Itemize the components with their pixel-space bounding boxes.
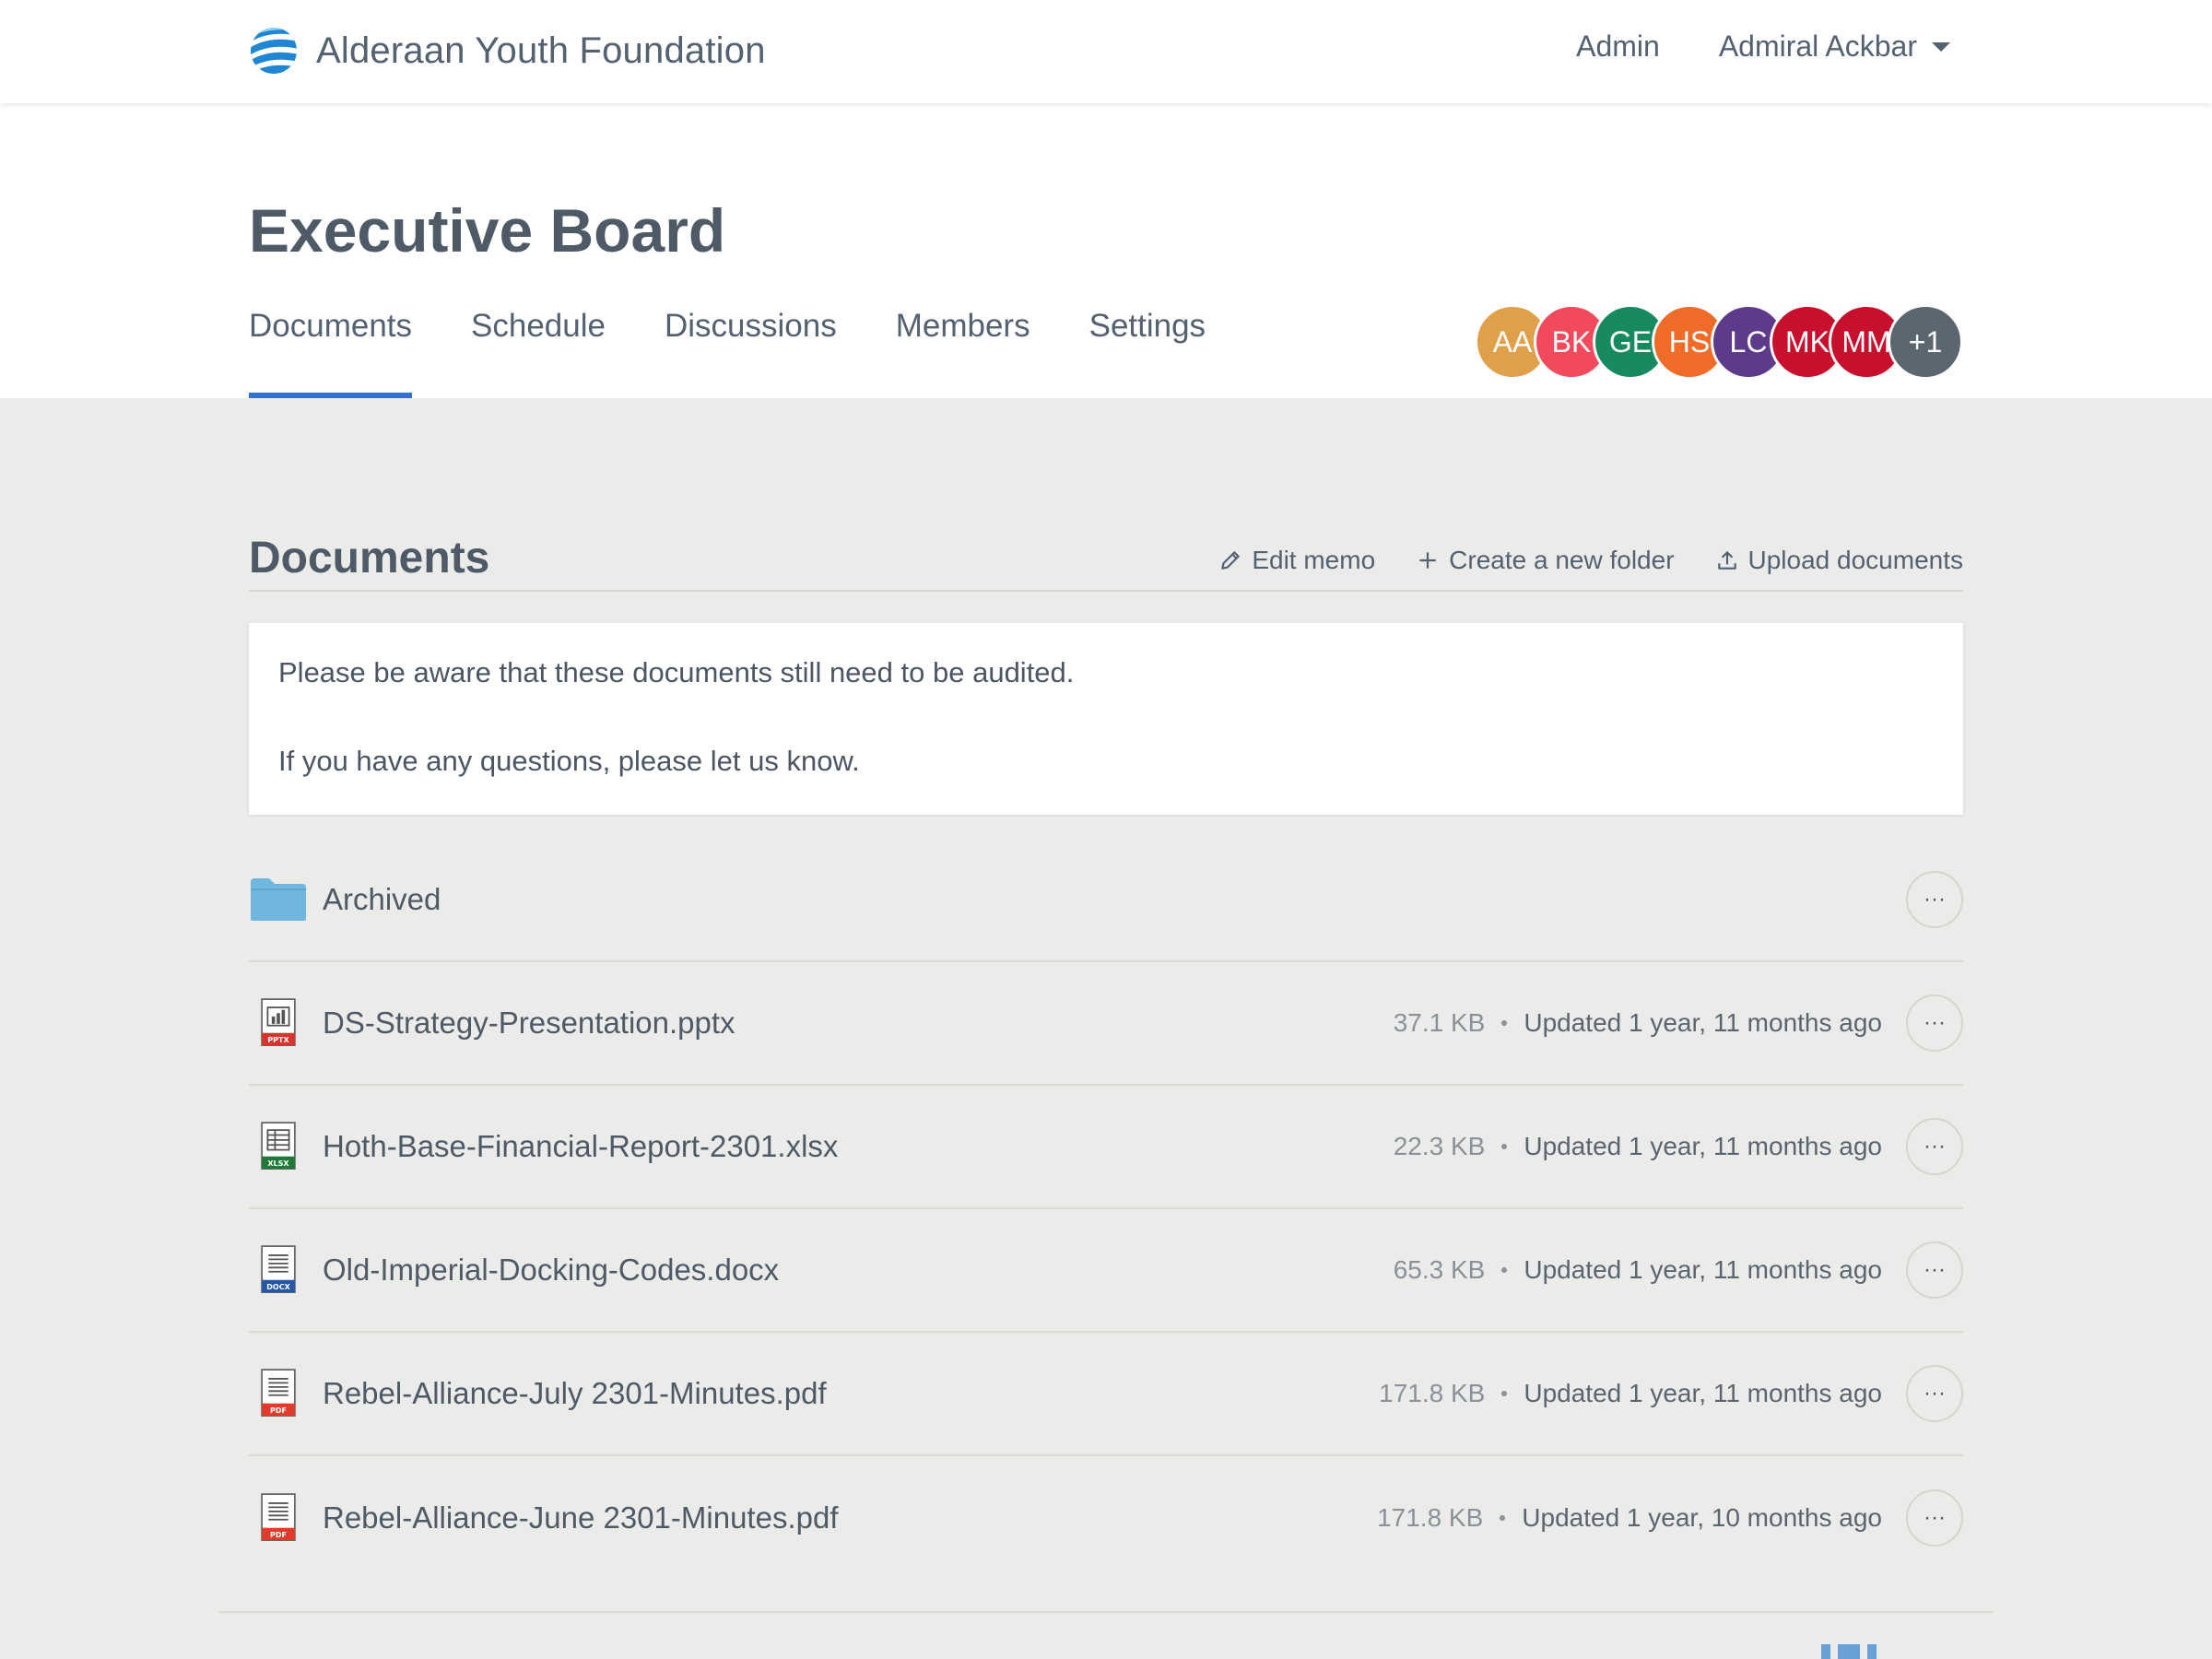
svg-text:PDF: PDF	[270, 1531, 287, 1539]
upload-documents-label: Upload documents	[1747, 546, 1963, 574]
svg-text:PPTX: PPTX	[267, 1036, 289, 1044]
memo-line-2: If you have any questions, please let us…	[278, 745, 860, 777]
file-row[interactable]: DOCX Old-Imperial-Docking-Codes.docx 65.3 …	[249, 1209, 1963, 1333]
svg-text:XLSX: XLSX	[267, 1159, 289, 1168]
file-updated: Updated 1 year, 11 months ago	[1524, 1132, 1882, 1160]
file-size: 65.3 KB	[1393, 1255, 1486, 1284]
separator-dot	[1501, 1144, 1508, 1149]
globe-logo-icon	[251, 28, 297, 74]
member-avatars: AA BK GE HS LC MK MM +1	[1475, 304, 1963, 380]
group-tabs: Documents Schedule Discussions Members S…	[249, 308, 1265, 398]
edit-memo-button[interactable]: Edit memo	[1218, 546, 1375, 575]
docx-file-icon: DOCX	[249, 1241, 308, 1300]
caret-down-icon	[1932, 41, 1950, 52]
documents-section-header: Documents Edit memo Create a new folder …	[249, 529, 1963, 592]
file-meta: 37.1 KB Updated 1 year, 11 months ago	[1394, 1008, 1882, 1038]
svg-text:DOCX: DOCX	[266, 1283, 290, 1291]
document-list: Archived ··· PPTX DS-Strategy-Presentation.…	[249, 839, 1963, 1580]
user-menu-dropdown[interactable]: Admiral Ackbar	[1719, 29, 1950, 64]
page-title: Executive Board	[249, 196, 726, 265]
tab-documents[interactable]: Documents	[249, 308, 413, 398]
file-updated: Updated 1 year, 11 months ago	[1524, 1255, 1882, 1284]
member-avatar[interactable]: +1	[1888, 304, 1963, 380]
file-updated: Updated 1 year, 10 months ago	[1522, 1503, 1882, 1532]
file-name[interactable]: Old-Imperial-Docking-Codes.docx	[323, 1253, 780, 1287]
more-options-button[interactable]: ···	[1906, 994, 1963, 1052]
upload-icon	[1717, 551, 1736, 570]
more-options-button[interactable]: ···	[1906, 871, 1963, 928]
tab-schedule[interactable]: Schedule	[471, 308, 606, 344]
file-meta: 171.8 KB Updated 1 year, 11 months ago	[1379, 1379, 1882, 1408]
separator-dot	[1501, 1020, 1508, 1026]
footer-divider	[219, 1611, 1993, 1613]
folder-name[interactable]: Archived	[323, 882, 441, 916]
file-size: 171.8 KB	[1377, 1503, 1484, 1532]
file-meta: 65.3 KB Updated 1 year, 11 months ago	[1394, 1255, 1882, 1285]
file-name[interactable]: DS-Strategy-Presentation.pptx	[323, 1006, 735, 1040]
upload-documents-button[interactable]: Upload documents	[1715, 546, 1963, 575]
memo-line-1: Please be aware that these documents sti…	[278, 656, 1075, 688]
footer-partial-icon	[1821, 1644, 1910, 1659]
document-actions: Edit memo Create a new folder Upload doc…	[1178, 546, 1963, 575]
file-meta: 22.3 KB Updated 1 year, 11 months ago	[1394, 1132, 1882, 1161]
separator-dot	[1501, 1391, 1508, 1396]
pdf-file-icon: PDF	[249, 1364, 308, 1423]
file-size: 171.8 KB	[1379, 1379, 1486, 1407]
file-name[interactable]: Rebel-Alliance-July 2301-Minutes.pdf	[323, 1376, 827, 1410]
file-row[interactable]: PPTX DS-Strategy-Presentation.pptx 37.1 KB…	[249, 962, 1963, 1086]
group-header: Executive Board Documents Schedule Discu…	[0, 103, 2212, 398]
file-size: 22.3 KB	[1393, 1132, 1486, 1160]
file-size: 37.1 KB	[1393, 1008, 1486, 1037]
file-updated: Updated 1 year, 11 months ago	[1524, 1379, 1882, 1407]
file-updated: Updated 1 year, 11 months ago	[1524, 1008, 1882, 1037]
svg-text:PDF: PDF	[270, 1406, 287, 1415]
separator-dot	[1500, 1515, 1506, 1521]
tab-settings[interactable]: Settings	[1088, 308, 1206, 344]
more-options-button[interactable]: ···	[1906, 1241, 1963, 1299]
pptx-file-icon: PPTX	[249, 994, 308, 1053]
folder-icon	[249, 870, 308, 929]
brand-name: Alderaan Youth Foundation	[316, 29, 766, 71]
user-name: Admiral Ackbar	[1718, 29, 1917, 63]
file-name[interactable]: Rebel-Alliance-June 2301-Minutes.pdf	[323, 1500, 839, 1535]
create-folder-label: Create a new folder	[1449, 546, 1675, 574]
pencil-icon	[1221, 551, 1241, 570]
more-options-button[interactable]: ···	[1906, 1365, 1963, 1422]
tab-members[interactable]: Members	[895, 308, 1030, 344]
plus-icon	[1419, 552, 1436, 569]
more-options-button[interactable]: ···	[1906, 1118, 1963, 1175]
xlsx-file-icon: XLSX	[249, 1117, 308, 1176]
brand[interactable]: Alderaan Youth Foundation	[249, 26, 766, 76]
file-name[interactable]: Hoth-Base-Financial-Report-2301.xlsx	[323, 1129, 839, 1163]
section-title: Documents	[249, 534, 490, 582]
memo-box: Please be aware that these documents sti…	[249, 623, 1963, 815]
pdf-file-icon: PDF	[249, 1488, 308, 1547]
navbar-right: Admin Admiral Ackbar	[1576, 29, 1950, 64]
edit-memo-label: Edit memo	[1252, 546, 1376, 574]
admin-link[interactable]: Admin	[1576, 29, 1660, 63]
tab-discussions[interactable]: Discussions	[664, 308, 837, 344]
top-navbar: Alderaan Youth Foundation Admin Admiral …	[0, 0, 2212, 103]
file-meta: 171.8 KB Updated 1 year, 10 months ago	[1377, 1503, 1882, 1533]
file-row[interactable]: XLSX Hoth-Base-Financial-Report-2301.xlsx…	[249, 1086, 1963, 1209]
file-row[interactable]: PDF Rebel-Alliance-July 2301-Minutes.pdf 1…	[249, 1333, 1963, 1456]
create-folder-button[interactable]: Create a new folder	[1416, 546, 1675, 575]
separator-dot	[1501, 1267, 1508, 1273]
more-options-button[interactable]: ···	[1906, 1489, 1963, 1547]
file-row[interactable]: PDF Rebel-Alliance-June 2301-Minutes.pdf 1…	[249, 1456, 1963, 1580]
folder-row[interactable]: Archived ···	[249, 839, 1963, 962]
